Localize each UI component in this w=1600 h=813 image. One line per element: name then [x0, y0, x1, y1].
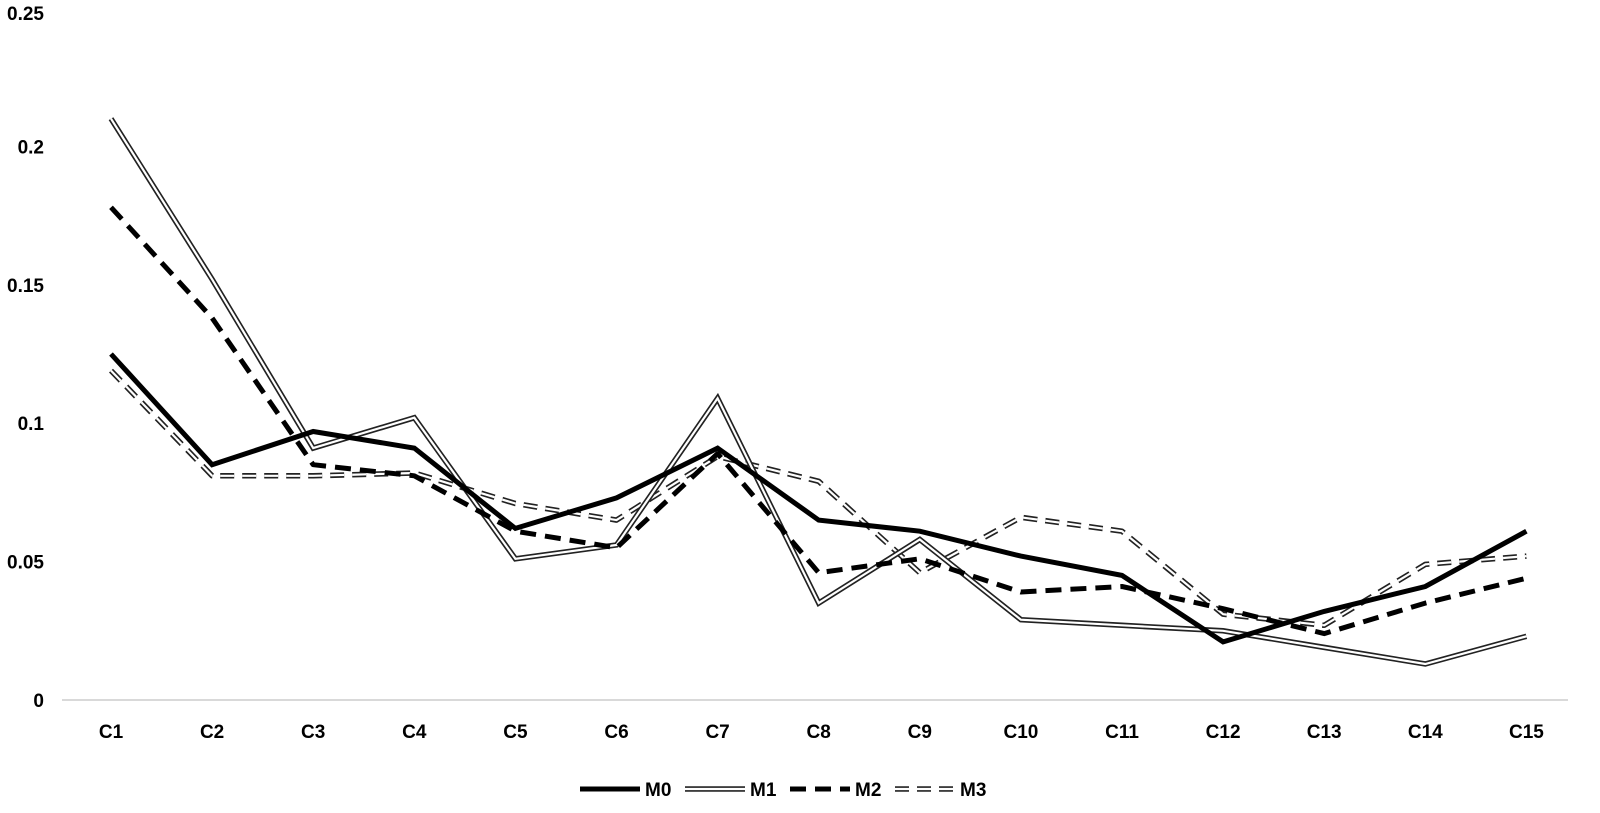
x-tick-label: C6 — [604, 722, 628, 743]
legend-label: M3 — [960, 780, 986, 801]
x-tick-label: C1 — [99, 722, 124, 743]
x-tick-label: C7 — [705, 722, 729, 743]
x-tick-label: C3 — [301, 722, 325, 743]
x-tick-label: C11 — [1105, 722, 1139, 743]
legend-item-m3: M3 — [895, 780, 986, 801]
y-tick-label: 0.1 — [18, 414, 45, 435]
x-tick-label: C2 — [200, 722, 224, 743]
legend-label: M1 — [750, 780, 777, 801]
series-line-m3 — [109, 368, 1527, 629]
x-tick-label: C12 — [1206, 722, 1241, 743]
legend-item-m0: M0 — [580, 780, 671, 801]
x-tick-label: C14 — [1408, 722, 1443, 743]
y-tick-label: 0.05 — [7, 553, 44, 574]
series-line-m2 — [109, 205, 1527, 637]
x-tick-label: C5 — [503, 722, 528, 743]
series-line-m0 — [109, 352, 1528, 645]
y-tick-label: 0 — [33, 691, 44, 712]
x-tick-label: C13 — [1307, 722, 1342, 743]
legend: M0 M1 M2 M3 — [580, 780, 986, 801]
y-tick-label: 0.25 — [7, 4, 44, 25]
legend-label: M0 — [645, 780, 671, 801]
legend-item-m1: M1 — [685, 780, 777, 801]
legend-item-m2: M2 — [790, 780, 881, 801]
x-tick-label: C10 — [1003, 722, 1038, 743]
y-axis-ticks: 0 0.05 0.1 0.15 0.2 0.25 — [7, 4, 44, 712]
series-lines — [108, 117, 1528, 667]
x-tick-label: C15 — [1509, 722, 1544, 743]
x-axis-ticks: C1 C2 C3 C4 C5 C6 C7 C8 C9 C10 C11 C12 C13 C14 C15 — [99, 722, 1544, 743]
series-line-m1 — [108, 117, 1528, 667]
legend-label: M2 — [855, 780, 881, 801]
y-tick-label: 0.2 — [18, 137, 44, 158]
x-tick-label: C8 — [807, 722, 831, 743]
x-tick-label: C9 — [908, 722, 932, 743]
x-tick-label: C4 — [402, 722, 427, 743]
y-tick-label: 0.15 — [7, 276, 44, 297]
